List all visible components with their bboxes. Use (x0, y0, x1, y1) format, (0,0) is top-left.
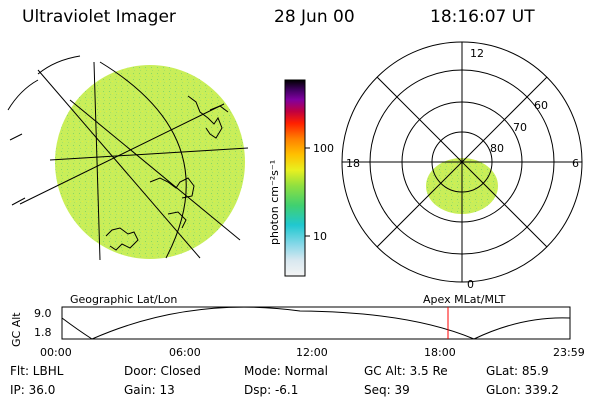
mlat-label-70: 70 (513, 121, 527, 134)
mode-value: Mode: Normal (244, 364, 328, 378)
observation-time: 18:16:07 UT (430, 7, 535, 27)
timeline-tick: 23:59 (553, 346, 585, 359)
timeline-y-bottom: 1.8 (34, 326, 52, 339)
mlat-label-60: 60 (534, 99, 548, 112)
altitude-curve (61, 306, 571, 340)
coastlines (105, 95, 229, 251)
timeline-y-label: GC Alt (10, 312, 23, 347)
glon-value: GLon: 339.2 (486, 383, 559, 397)
timeline-right-title: Apex MLat/MLT (423, 293, 506, 306)
colorbar-tick-100: 100 (313, 142, 334, 155)
timeline-tick: 00:00 (40, 346, 72, 359)
timeline-left-title: Geographic Lat/Lon (70, 293, 177, 306)
seq-value: Seq: 39 (364, 383, 410, 397)
altitude-timeline: Geographic Lat/Lon Apex MLat/MLT GC Alt … (10, 293, 585, 359)
colorbar-tick-10: 10 (313, 230, 327, 243)
timeline-tick: 18:00 (424, 346, 456, 359)
ip-value: IP: 36.0 (10, 383, 55, 397)
instrument-title: Ultraviolet Imager (22, 7, 176, 27)
gc-alt-value: GC Alt: 3.5 Re (364, 364, 448, 378)
mlt-label-6: 6 (572, 157, 579, 170)
lat-lon-grid (7, 55, 249, 261)
timeline-tick: 12:00 (296, 346, 328, 359)
filter-value: Flt: LBHL (10, 364, 64, 378)
polar-grid (341, 41, 583, 283)
timeline-frame (61, 306, 571, 340)
mlt-label-12: 12 (470, 47, 484, 60)
instrument-status: Flt: LBHL IP: 36.0 Door: Closed Gain: 13… (10, 364, 559, 397)
dsp-value: Dsp: -6.1 (244, 383, 298, 397)
timeline-y-top: 9.0 (34, 307, 52, 320)
auroral-disk (55, 65, 245, 259)
glat-value: GLat: 85.9 (486, 364, 549, 378)
gain-value: Gain: 13 (124, 383, 175, 397)
observation-date: 28 Jun 00 (274, 7, 355, 27)
door-status: Door: Closed (124, 364, 201, 378)
mlt-label-18: 18 (346, 157, 360, 170)
polar-plot: 12 18 6 0 60 70 80 (341, 41, 583, 291)
color-scale-bar: 100 10 photon cm⁻²s⁻¹ (268, 79, 334, 277)
mlt-label-0: 0 (467, 278, 474, 291)
timeline-tick: 06:00 (169, 346, 201, 359)
mlat-label-80: 80 (490, 142, 504, 155)
earth-disk-image (7, 55, 249, 261)
colorbar-unit-label: photon cm⁻²s⁻¹ (268, 160, 281, 245)
